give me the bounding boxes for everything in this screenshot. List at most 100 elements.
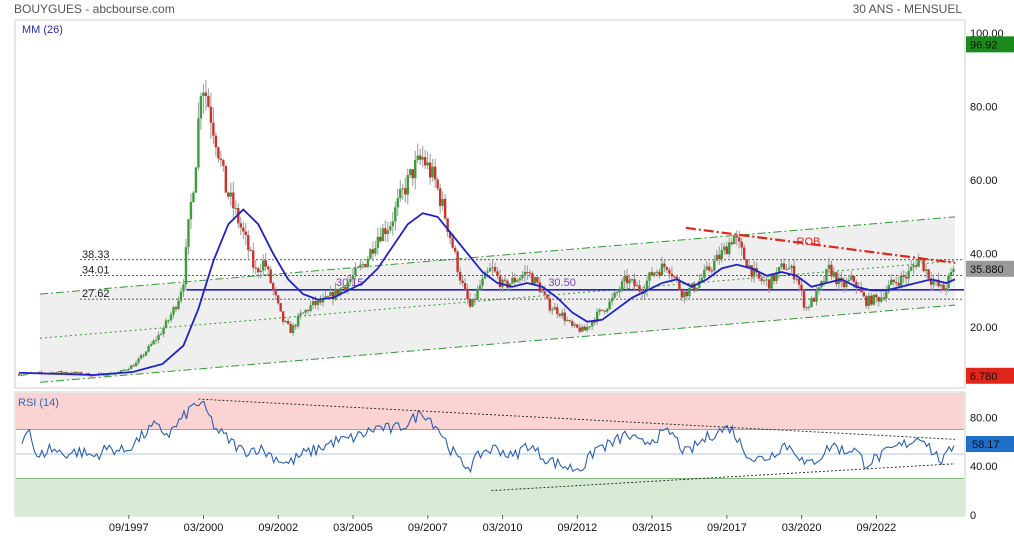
candle-body [767, 279, 771, 289]
candle-body [199, 96, 203, 119]
candle-body [944, 287, 948, 291]
candle-body [247, 235, 250, 251]
price-marker-label: 96.92 [970, 39, 998, 51]
candle-body [409, 169, 412, 176]
candle-body [476, 289, 479, 300]
support-label: 30.15 [336, 277, 364, 289]
candle-body [483, 272, 487, 279]
rsi-label: RSI (14) [18, 397, 59, 409]
rsi-panel-frame [14, 391, 966, 517]
candle-body [137, 358, 140, 363]
candle-body [543, 291, 547, 295]
price-marker-box [966, 260, 1014, 277]
candle-body [665, 267, 669, 271]
price-marker-label: 6.780 [970, 371, 998, 383]
candle-body [453, 247, 457, 252]
candle-body [219, 158, 223, 161]
candle-body [590, 321, 594, 327]
candle-body [852, 276, 856, 282]
candle-body [62, 371, 66, 373]
candle-body [615, 292, 619, 294]
candle-body [496, 271, 499, 276]
candle-body [481, 278, 484, 286]
candle-body [568, 320, 571, 322]
candle-body [875, 294, 878, 298]
candle-body [939, 284, 943, 287]
candle-body [152, 340, 155, 345]
candle-body [827, 264, 831, 270]
candle-body [119, 370, 123, 373]
candle-body [386, 230, 390, 234]
candle-body [149, 344, 153, 346]
price-marker-label: 35.880 [970, 264, 1004, 276]
candle-body [563, 312, 566, 321]
candle-body [914, 265, 918, 267]
candle-body [787, 267, 791, 270]
candle-body [830, 264, 833, 277]
candle-body [548, 298, 552, 311]
candle-body [461, 280, 464, 283]
candle-body [573, 324, 576, 326]
candle-body [660, 263, 664, 276]
rsi-line [21, 400, 955, 474]
candle-body [513, 277, 517, 283]
candle-body [797, 278, 801, 285]
candle-body [379, 236, 382, 242]
candle-body [887, 284, 890, 292]
candle-body [752, 268, 756, 277]
candle-body [877, 297, 880, 302]
x-tick-label: 09/1997 [109, 522, 149, 534]
candle-body [645, 280, 649, 291]
candle-body [204, 92, 208, 97]
candle-body [862, 292, 866, 297]
candle-body [633, 279, 636, 287]
candle-body [276, 295, 280, 304]
candle-body [571, 321, 574, 326]
price-marker-box [966, 367, 1014, 384]
candle-body [284, 321, 287, 323]
candle-body [907, 270, 910, 279]
candle-body [179, 291, 183, 301]
channel-lower-line [39, 304, 956, 383]
candle-body [558, 314, 561, 316]
candle-body [361, 264, 365, 266]
candle-body [538, 282, 542, 292]
candle-body [157, 334, 160, 340]
candle-body [478, 285, 482, 290]
candle-body [720, 250, 723, 259]
candle-body [326, 296, 330, 298]
candle-body [630, 279, 634, 281]
candle-body [458, 271, 462, 281]
candle-body [777, 266, 781, 273]
candle-body [242, 227, 245, 232]
candle-body [526, 271, 529, 273]
candle-body [528, 272, 532, 274]
period-label: 30 ANS - MENSUEL [852, 2, 962, 16]
candle-body [249, 250, 252, 252]
candle-body [523, 271, 527, 276]
candle-body [264, 260, 267, 267]
candle-body [837, 277, 841, 285]
candle-body [463, 282, 467, 290]
candle-body [897, 282, 900, 286]
candle-body [605, 308, 609, 312]
candle-body [536, 277, 539, 283]
rsi-trend-lower [491, 463, 956, 492]
candle-body [346, 281, 350, 290]
candle-body [725, 246, 728, 255]
candle-body [608, 301, 611, 309]
candle-body [847, 279, 851, 282]
candle-body [147, 345, 150, 352]
candle-body [553, 307, 556, 310]
candle-body [892, 279, 895, 283]
candle-body [802, 290, 806, 308]
candle-body [795, 278, 798, 280]
candle-body [835, 272, 838, 285]
candle-body [595, 311, 599, 322]
rsi-tick-label: 40.00 [970, 461, 998, 473]
candle-body [384, 228, 387, 234]
candle-body [792, 265, 796, 280]
candle-body [159, 334, 163, 336]
candle-body [503, 279, 507, 281]
candle-body [401, 188, 404, 190]
